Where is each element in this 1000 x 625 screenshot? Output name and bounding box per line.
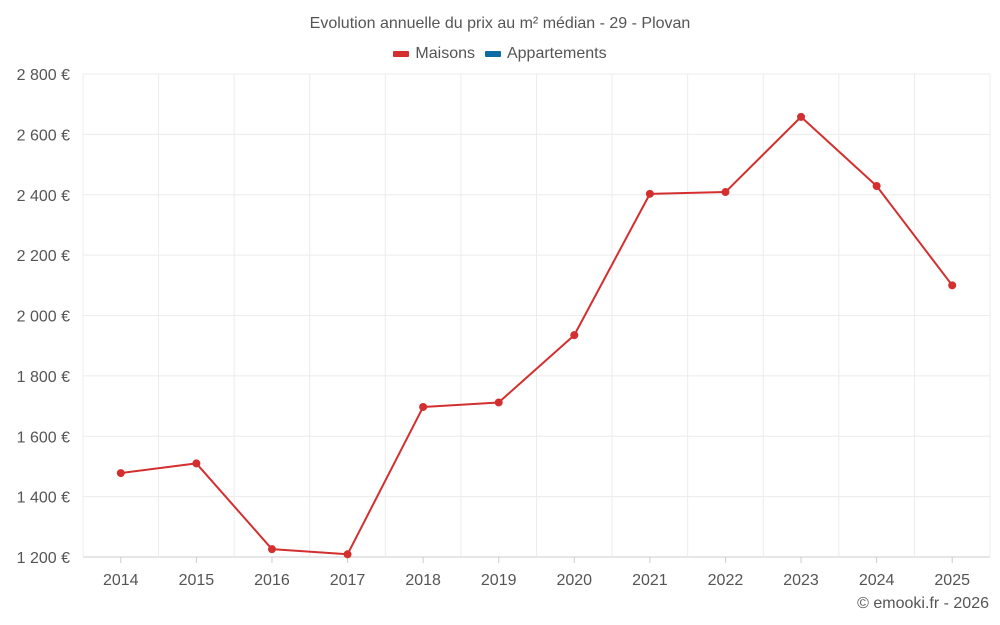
legend-label-appartements: Appartements (506, 45, 607, 62)
y-axis: 1 200 € 1 400 € 1 600 € 1 800 € 2 000 € 2 200… (17, 67, 70, 567)
x-tick-label: 2016 (254, 572, 290, 589)
series-layer (116, 112, 957, 559)
y-tick-label: 2 800 € (17, 67, 70, 84)
y-tick-label: 1 600 € (17, 429, 70, 446)
legend-label-maisons: Maisons (415, 45, 475, 62)
legend-swatch-maisons (393, 51, 410, 57)
x-tick-label: 2018 (405, 572, 441, 589)
x-tick-label: 2017 (330, 572, 366, 589)
legend: Maisons Appartements (0, 45, 1000, 63)
y-tick-label: 2 400 € (17, 188, 70, 205)
data-point[interactable] (494, 398, 503, 407)
data-point[interactable] (797, 112, 806, 121)
y-tick-label: 1 200 € (17, 550, 70, 567)
grid-lines (82, 73, 991, 558)
data-point[interactable] (267, 545, 276, 554)
x-tick-label: 2015 (179, 572, 215, 589)
data-point[interactable] (645, 189, 654, 198)
data-point[interactable] (721, 188, 730, 197)
x-tick-label: 2019 (481, 572, 517, 589)
data-point[interactable] (872, 181, 881, 190)
credit-text: © emooki.fr - 2026 (857, 595, 989, 612)
data-point[interactable] (948, 281, 957, 290)
x-tick-label: 2023 (783, 572, 819, 589)
x-tick-label: 2022 (708, 572, 744, 589)
x-tick-label: 2021 (632, 572, 668, 589)
x-tick-label: 2014 (103, 572, 139, 589)
data-point[interactable] (570, 331, 579, 340)
x-tick-label: 2025 (934, 572, 970, 589)
x-axis: 2014 2015 2016 2017 2018 2019 2020 2021 2022 2023… (103, 557, 970, 589)
legend-item-appartements[interactable]: Appartements (484, 45, 607, 63)
y-tick-label: 1 400 € (17, 490, 70, 507)
data-point[interactable] (343, 550, 352, 559)
series-line-maisons (120, 115, 954, 556)
legend-item-maisons[interactable]: Maisons (393, 45, 475, 63)
y-tick-label: 2 000 € (17, 309, 70, 326)
x-tick-label: 2020 (556, 572, 592, 589)
data-point[interactable] (116, 469, 125, 478)
legend-swatch-appartements (484, 51, 501, 57)
x-tick-label: 2024 (859, 572, 895, 589)
data-point[interactable] (192, 459, 201, 468)
y-tick-label: 2 600 € (17, 127, 70, 144)
y-tick-label: 1 800 € (17, 369, 70, 386)
y-tick-label: 2 200 € (17, 248, 70, 265)
data-point[interactable] (419, 402, 428, 411)
chart-title: Evolution annuelle du prix au m² médian … (309, 15, 691, 32)
